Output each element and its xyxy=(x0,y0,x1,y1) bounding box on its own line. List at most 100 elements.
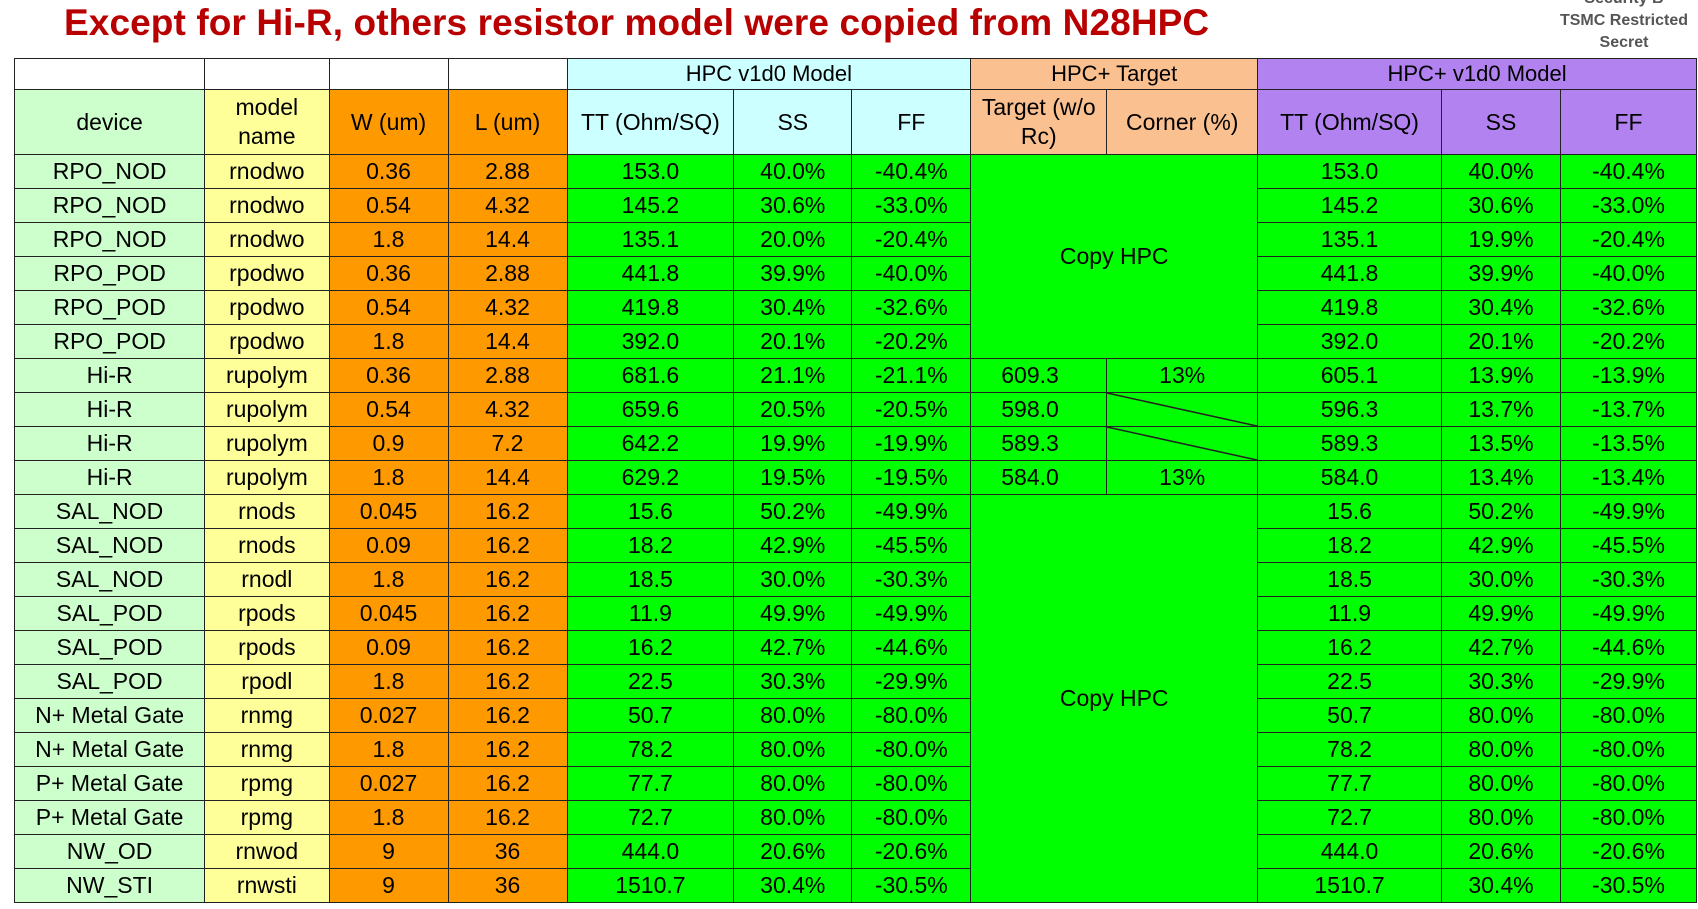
plus-ff-cell: -44.6% xyxy=(1559,630,1698,665)
plus-tt-cell: 15.6 xyxy=(1257,494,1442,529)
hpc-tt-cell: 444.0 xyxy=(566,834,735,869)
plus-tt-cell: 392.0 xyxy=(1257,324,1442,359)
hpc-ss-cell: 40.0% xyxy=(733,154,853,189)
table-row: Hi-R rupolym 0.54 4.32 659.6 20.5% -20.5% 598.0… xyxy=(13,392,1698,427)
plus-ff-cell: -32.6% xyxy=(1559,290,1698,325)
width-cell: 0.9 xyxy=(328,426,449,461)
plus-ff-cell: -20.2% xyxy=(1559,324,1698,359)
plus-ss-cell: 49.9% xyxy=(1440,596,1561,631)
hpc-ff-cell: -30.3% xyxy=(851,562,972,597)
plus-ss-cell: 50.2% xyxy=(1440,494,1561,529)
corner-cell: 13% xyxy=(1106,358,1259,393)
hpc-ff-cell: -80.0% xyxy=(851,800,972,835)
plus-ss-cell: 19.9% xyxy=(1440,222,1561,257)
table-row: SAL_POD rpods 0.09 16.2 16.2 42.7% -44.6% 16.2 4… xyxy=(13,630,1698,665)
hpc-ss-cell: 39.9% xyxy=(733,256,853,291)
plus-ff-cell: -40.4% xyxy=(1559,154,1698,189)
device-cell: RPO_NOD xyxy=(13,222,206,257)
width-cell: 1.8 xyxy=(328,222,449,257)
security-line-2: TSMC Restricted xyxy=(1559,12,1689,29)
diagonal-line-icon xyxy=(1107,427,1257,460)
hpc-tt-cell: 681.6 xyxy=(566,358,735,393)
hpc-tt-cell: 153.0 xyxy=(566,154,735,189)
copy-hpc-cell: Copy HPC xyxy=(970,154,1259,359)
hpc-ff-cell: -80.0% xyxy=(851,698,972,733)
corner-cell-empty xyxy=(1106,426,1259,461)
length-cell: 16.2 xyxy=(447,630,568,665)
hpc-tt-cell: 145.2 xyxy=(566,188,735,223)
width-cell: 9 xyxy=(328,868,449,903)
column-header-corner: Corner (%) xyxy=(1106,89,1259,155)
plus-ss-cell: 80.0% xyxy=(1440,698,1561,733)
table-row: P+ Metal Gate rpmg 1.8 16.2 72.7 80.0% -80.0% 7… xyxy=(13,800,1698,835)
length-cell: 16.2 xyxy=(447,562,568,597)
table-row: RPO_NOD rnodwo 0.36 2.88 153.0 40.0% -40.4% Cop… xyxy=(13,154,1698,359)
device-cell: RPO_NOD xyxy=(13,188,206,223)
plus-tt-cell: 50.7 xyxy=(1257,698,1442,733)
column-header-w: W (um) xyxy=(328,89,449,155)
table-row: RPO_NOD rnodwo 0.54 4.32 145.2 30.6% -33.0% 145… xyxy=(13,188,1698,223)
hpc-ff-cell: -30.5% xyxy=(851,868,972,903)
plus-ff-cell: -80.0% xyxy=(1559,766,1698,801)
plus-ff-cell: -13.4% xyxy=(1559,460,1698,495)
length-cell: 2.88 xyxy=(447,256,568,291)
plus-tt-cell: 605.1 xyxy=(1257,358,1442,393)
plus-tt-cell: 16.2 xyxy=(1257,630,1442,665)
plus-ff-cell: -80.0% xyxy=(1559,800,1698,835)
width-cell: 0.09 xyxy=(328,528,449,563)
table-row: Hi-R rupolym 1.8 14.4 629.2 19.5% -19.5% 584.0 1… xyxy=(13,460,1698,495)
width-cell: 0.54 xyxy=(328,290,449,325)
table-row: P+ Metal Gate rpmg 0.027 16.2 77.7 80.0% -80.0… xyxy=(13,766,1698,801)
hpc-ss-cell: 21.1% xyxy=(733,358,853,393)
model-name-cell: rpodwo xyxy=(204,324,330,359)
length-cell: 16.2 xyxy=(447,732,568,767)
target-cell: 589.3 xyxy=(970,426,1108,461)
hpc-ff-cell: -49.9% xyxy=(851,494,972,529)
device-cell: Hi-R xyxy=(13,392,206,427)
plus-ss-cell: 80.0% xyxy=(1440,766,1561,801)
plus-ss-cell: 13.9% xyxy=(1440,358,1561,393)
model-name-cell: rnodwo xyxy=(204,222,330,257)
model-name-cell: rnmg xyxy=(204,698,330,733)
device-cell: P+ Metal Gate xyxy=(13,800,206,835)
hpc-ff-cell: -20.6% xyxy=(851,834,972,869)
security-line-3: Secret xyxy=(1599,34,1649,51)
hpc-ss-cell: 80.0% xyxy=(733,766,853,801)
model-name-cell: rnwod xyxy=(204,834,330,869)
column-header-device: device xyxy=(13,89,206,155)
width-cell: 1.8 xyxy=(328,732,449,767)
hpc-ff-cell: -20.4% xyxy=(851,222,972,257)
column-header-tt2: TT (Ohm/SQ) xyxy=(1257,89,1442,155)
model-name-cell: rnwsti xyxy=(204,868,330,903)
length-cell: 16.2 xyxy=(447,528,568,563)
plus-tt-cell: 596.3 xyxy=(1257,392,1442,427)
hpc-ss-cell: 20.5% xyxy=(733,392,853,427)
table-row: SAL_POD rpodl 1.8 16.2 22.5 30.3% -29.9% 22.5 30… xyxy=(13,664,1698,699)
hpc-tt-cell: 659.6 xyxy=(566,392,735,427)
plus-tt-cell: 444.0 xyxy=(1257,834,1442,869)
plus-tt-cell: 18.2 xyxy=(1257,528,1442,563)
hpc-tt-cell: 441.8 xyxy=(566,256,735,291)
device-cell: SAL_NOD xyxy=(13,494,206,529)
hpc-ff-cell: -20.2% xyxy=(851,324,972,359)
resistor-model-table: HPC v1d0 Model HPC+ Target HPC+ v1d0 Mod… xyxy=(13,58,1698,903)
plus-ff-cell: -80.0% xyxy=(1559,698,1698,733)
model-name-cell: rpodwo xyxy=(204,256,330,291)
device-cell: RPO_NOD xyxy=(13,154,206,189)
copy-hpc-cell: Copy HPC xyxy=(970,494,1259,903)
hpc-ss-cell: 20.0% xyxy=(733,222,853,257)
width-cell: 1.8 xyxy=(328,800,449,835)
plus-ss-cell: 13.5% xyxy=(1440,426,1561,461)
model-name-cell: rpodl xyxy=(204,664,330,699)
hpc-ss-cell: 80.0% xyxy=(733,800,853,835)
hpc-ff-cell: -40.0% xyxy=(851,256,972,291)
plus-ss-cell: 20.6% xyxy=(1440,834,1561,869)
device-cell: RPO_POD xyxy=(13,324,206,359)
plus-ss-cell: 30.0% xyxy=(1440,562,1561,597)
plus-ff-cell: -13.7% xyxy=(1559,392,1698,427)
hpc-ss-cell: 30.4% xyxy=(733,868,853,903)
table-row: Hi-R rupolym 0.9 7.2 642.2 19.9% -19.9% 589.3 58… xyxy=(13,426,1698,461)
security-line-1: Security B xyxy=(1554,0,1694,10)
hpc-tt-cell: 72.7 xyxy=(566,800,735,835)
hpc-ss-cell: 80.0% xyxy=(733,698,853,733)
